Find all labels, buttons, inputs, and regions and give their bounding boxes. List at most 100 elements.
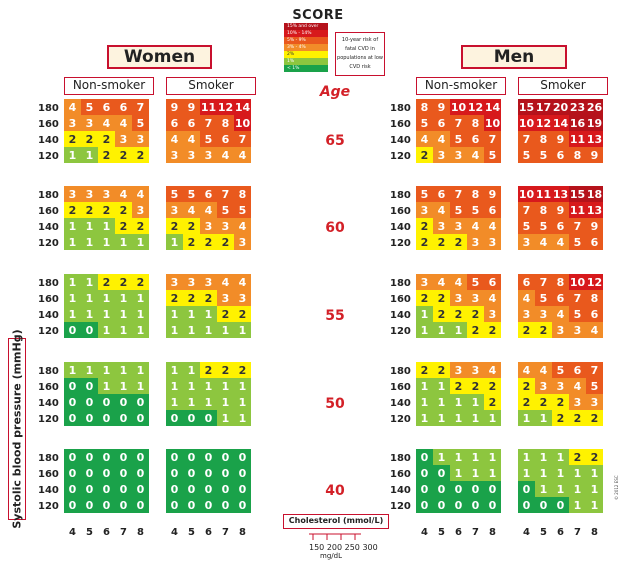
risk-value: 2 bbox=[103, 204, 111, 217]
risk-value: 1 bbox=[69, 149, 77, 162]
risk-value: 2 bbox=[421, 220, 429, 233]
risk-value: 2 bbox=[489, 324, 497, 337]
risk-cell bbox=[467, 449, 484, 465]
risk-value: 0 bbox=[69, 499, 77, 512]
risk-value: 0 bbox=[239, 451, 247, 464]
risk-cell bbox=[81, 147, 98, 163]
risk-value: 6 bbox=[591, 308, 599, 321]
risk-value: 1 bbox=[205, 324, 213, 337]
risk-value: 1 bbox=[421, 308, 429, 321]
risk-cell bbox=[98, 274, 115, 290]
risk-cell bbox=[234, 147, 251, 163]
risk-value: 1 bbox=[86, 149, 94, 162]
risk-value: 1 bbox=[489, 451, 497, 464]
risk-cell bbox=[200, 410, 217, 426]
risk-value: 1 bbox=[137, 324, 145, 337]
risk-cell bbox=[416, 218, 433, 234]
women-nonsmoker-header: Non-smoker bbox=[64, 77, 154, 95]
risk-value: 0 bbox=[438, 483, 446, 496]
risk-value: 4 bbox=[455, 276, 463, 289]
risk-value: 0 bbox=[103, 451, 111, 464]
risk-value: 4 bbox=[472, 220, 480, 233]
risk-value: 0 bbox=[69, 483, 77, 496]
risk-cell bbox=[416, 410, 433, 426]
risk-cell bbox=[64, 131, 81, 147]
risk-value: 5 bbox=[523, 220, 531, 233]
risk-value: 18 bbox=[587, 188, 602, 201]
risk-value: 5 bbox=[472, 204, 480, 217]
risk-cell bbox=[552, 115, 569, 131]
risk-value: 2 bbox=[137, 276, 145, 289]
risk-value: 7 bbox=[205, 117, 213, 130]
risk-cell bbox=[586, 465, 603, 481]
risk-cell bbox=[132, 410, 149, 426]
risk-value: 0 bbox=[489, 499, 497, 512]
sbp-tick-label: 160 bbox=[390, 294, 411, 305]
risk-cell bbox=[200, 99, 217, 115]
risk-value: 9 bbox=[557, 204, 565, 217]
sbp-tick-label: 180 bbox=[390, 103, 411, 114]
risk-value: 3 bbox=[69, 188, 77, 201]
risk-value: 0 bbox=[120, 467, 128, 480]
risk-value: 11 bbox=[201, 101, 216, 114]
risk-cell bbox=[484, 410, 501, 426]
risk-cell bbox=[64, 234, 81, 250]
risk-value: 3 bbox=[540, 380, 548, 393]
risk-cell bbox=[132, 394, 149, 410]
risk-cell bbox=[433, 410, 450, 426]
risk-value: 2 bbox=[455, 236, 463, 249]
risk-value: 1 bbox=[523, 467, 531, 480]
risk-value: 1 bbox=[171, 324, 179, 337]
risk-cell bbox=[217, 362, 234, 378]
risk-cell bbox=[81, 274, 98, 290]
risk-cell bbox=[569, 410, 586, 426]
sbp-tick-label: 140 bbox=[38, 485, 59, 496]
risk-cell bbox=[200, 274, 217, 290]
legend-item: 2% bbox=[284, 51, 328, 58]
risk-cell bbox=[552, 202, 569, 218]
risk-value: 9 bbox=[557, 133, 565, 146]
risk-cell bbox=[217, 306, 234, 322]
risk-value: 1 bbox=[239, 412, 247, 425]
risk-value: 1 bbox=[120, 324, 128, 337]
risk-value: 4 bbox=[574, 380, 582, 393]
risk-value: 1 bbox=[438, 412, 446, 425]
risk-value: 2 bbox=[222, 236, 230, 249]
risk-value: 2 bbox=[574, 412, 582, 425]
risk-cell bbox=[115, 274, 132, 290]
risk-value: 3 bbox=[421, 276, 429, 289]
risk-value: 3 bbox=[557, 324, 565, 337]
risk-cell bbox=[416, 186, 433, 202]
risk-cell bbox=[467, 115, 484, 131]
risk-cell bbox=[234, 497, 251, 513]
risk-cell bbox=[518, 115, 535, 131]
risk-value: 3 bbox=[455, 364, 463, 377]
risk-value: 3 bbox=[472, 236, 480, 249]
risk-cell bbox=[81, 186, 98, 202]
risk-cell bbox=[518, 481, 535, 497]
risk-value: 4 bbox=[489, 220, 497, 233]
risk-cell bbox=[217, 218, 234, 234]
risk-cell bbox=[217, 465, 234, 481]
risk-cell bbox=[64, 99, 81, 115]
risk-value: 1 bbox=[86, 308, 94, 321]
cholesterol-tick-label: 8 bbox=[239, 527, 246, 538]
risk-cell bbox=[81, 218, 98, 234]
risk-value: 3 bbox=[455, 292, 463, 305]
risk-cell bbox=[484, 449, 501, 465]
risk-cell bbox=[200, 147, 217, 163]
risk-cell bbox=[98, 322, 115, 338]
risk-value: 0 bbox=[523, 499, 531, 512]
risk-cell bbox=[586, 449, 603, 465]
sbp-tick-label: 120 bbox=[38, 414, 59, 425]
risk-cell bbox=[234, 218, 251, 234]
risk-value: 2 bbox=[472, 324, 480, 337]
risk-value: 7 bbox=[137, 101, 145, 114]
risk-value: 0 bbox=[120, 412, 128, 425]
risk-cell bbox=[200, 115, 217, 131]
risk-value: 5 bbox=[188, 188, 196, 201]
risk-cell bbox=[467, 218, 484, 234]
risk-cell bbox=[484, 218, 501, 234]
risk-cell bbox=[132, 449, 149, 465]
risk-cell bbox=[166, 131, 183, 147]
